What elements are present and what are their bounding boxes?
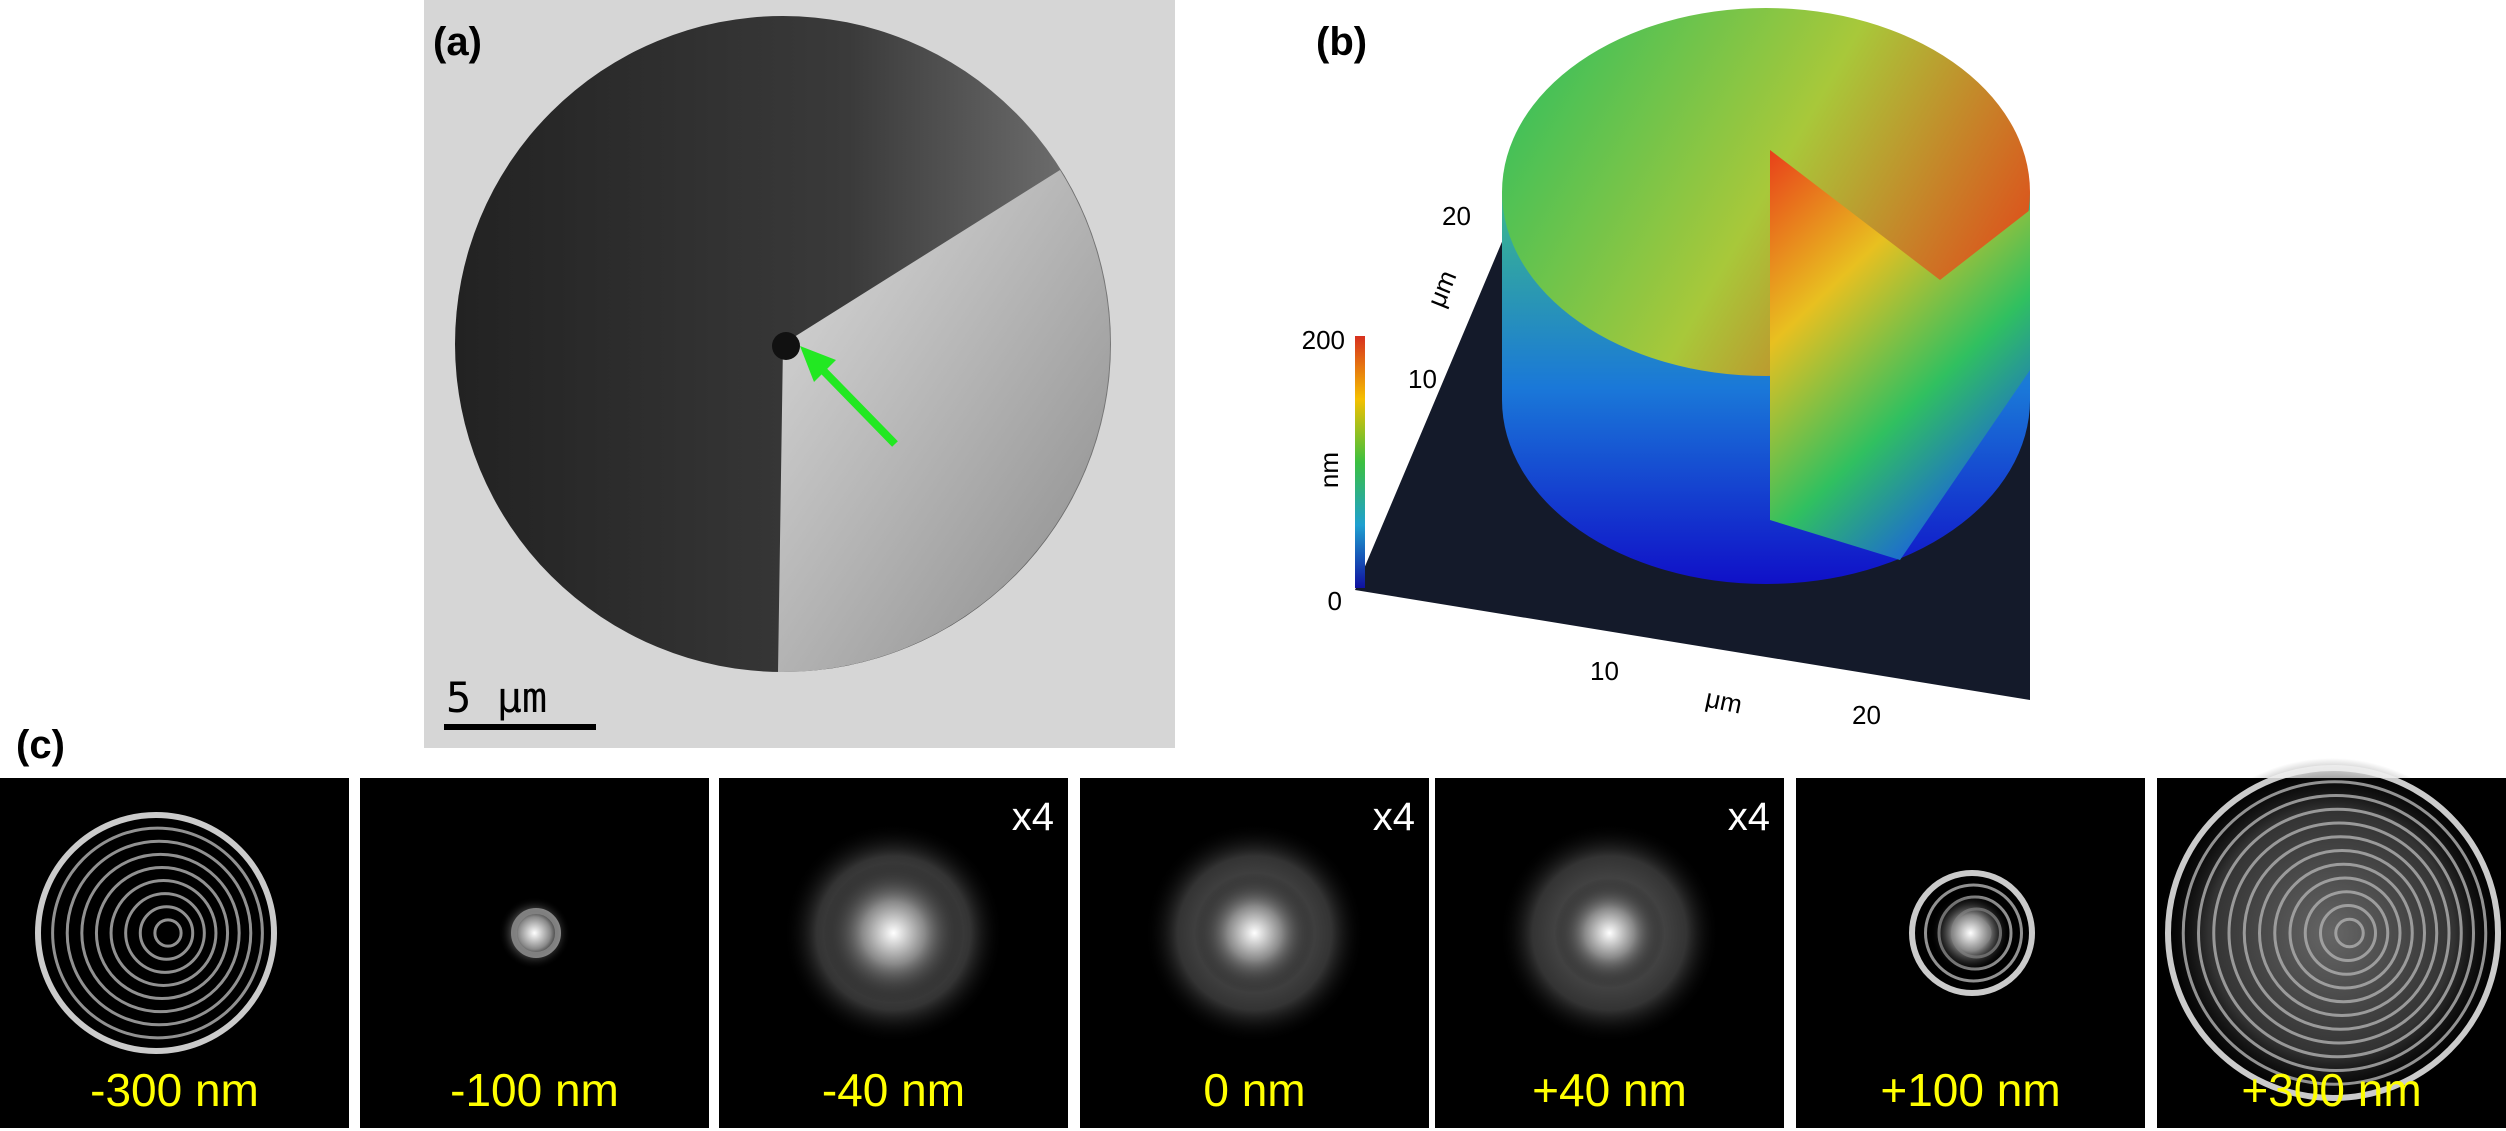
- tile-label: +300 nm: [2241, 1064, 2421, 1116]
- ring: [1909, 870, 2035, 996]
- y-axis-label: μm: [1421, 266, 1463, 311]
- tile: [0, 778, 349, 1128]
- ring: [2212, 807, 2463, 1059]
- ring: [2334, 917, 2365, 949]
- magnification: x4: [1012, 795, 1054, 839]
- ring: [2273, 862, 2414, 1004]
- colorbar-min: 0: [1328, 586, 1342, 616]
- colorbar-label: nm: [1314, 452, 1344, 488]
- tile-label: +100 nm: [1880, 1064, 2060, 1116]
- tile-label: -100 nm: [450, 1064, 619, 1116]
- ring: [153, 918, 183, 948]
- panel-label: (c): [16, 723, 65, 767]
- ring: [80, 852, 241, 1014]
- magnification: x4: [1373, 795, 1415, 839]
- ring: [124, 892, 206, 974]
- ring: [2227, 821, 2451, 1045]
- ring: [94, 865, 230, 1001]
- arrow-head: [800, 346, 836, 382]
- ring: [2303, 890, 2390, 976]
- panel-label: (b): [1316, 20, 1367, 64]
- tile-label: +40 nm: [1532, 1064, 1687, 1116]
- blob: [498, 897, 571, 969]
- y-tick-label: 10: [1408, 364, 1437, 394]
- arrow: [812, 359, 898, 447]
- ring: [2319, 904, 2377, 962]
- ring: [2181, 780, 2488, 1086]
- tile-label: -40 nm: [822, 1064, 965, 1116]
- ring: [35, 812, 277, 1054]
- x-tick-label: 20: [1852, 700, 1881, 730]
- colorbar-max: 200: [1302, 325, 1345, 355]
- ring: [51, 826, 264, 1040]
- x-tick-label: 10: [1590, 656, 1619, 686]
- x-axis-label: μm: [1703, 683, 1745, 720]
- scale-bar-label: 5 μm: [446, 673, 547, 722]
- ring: [2197, 794, 2475, 1072]
- ring: [1924, 883, 2023, 983]
- disc-step-region: [778, 170, 1110, 673]
- ring: [138, 905, 195, 961]
- haze: [2156, 758, 2506, 1108]
- panel-label: (a): [433, 20, 482, 64]
- ring: [65, 839, 253, 1027]
- blob: [1930, 893, 2011, 973]
- ring: [2242, 835, 2439, 1031]
- blob: [823, 863, 964, 1003]
- wedge-face: [1770, 150, 2030, 560]
- tile-label: -300 nm: [90, 1064, 259, 1116]
- blob: [1554, 878, 1665, 988]
- ring: [2165, 765, 2501, 1101]
- disc-center: [772, 332, 800, 360]
- magnification: x4: [1728, 795, 1770, 839]
- colorbar: [1355, 336, 1365, 588]
- tile-label: 0 nm: [1203, 1064, 1305, 1116]
- ring: [109, 879, 218, 987]
- blob: [1194, 873, 1315, 993]
- tiles: -300 nm -100 nm -40 nm x4 0 nm x4 +40 nm x4 +100…: [0, 758, 2506, 1128]
- ring: [2288, 876, 2402, 990]
- ring: [2258, 849, 2426, 1017]
- y-tick-label: 20: [1442, 201, 1471, 231]
